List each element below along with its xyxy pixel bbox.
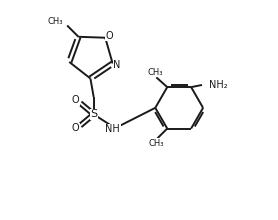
Text: CH₃: CH₃ xyxy=(48,17,63,26)
Text: NH: NH xyxy=(105,124,120,134)
Text: S: S xyxy=(90,109,97,119)
Text: CH₃: CH₃ xyxy=(149,139,164,148)
Text: CH₃: CH₃ xyxy=(148,68,163,77)
Text: O: O xyxy=(72,123,79,133)
Text: O: O xyxy=(72,95,79,105)
Text: N: N xyxy=(113,60,121,70)
Text: O: O xyxy=(105,31,113,41)
Text: NH₂: NH₂ xyxy=(209,80,228,90)
